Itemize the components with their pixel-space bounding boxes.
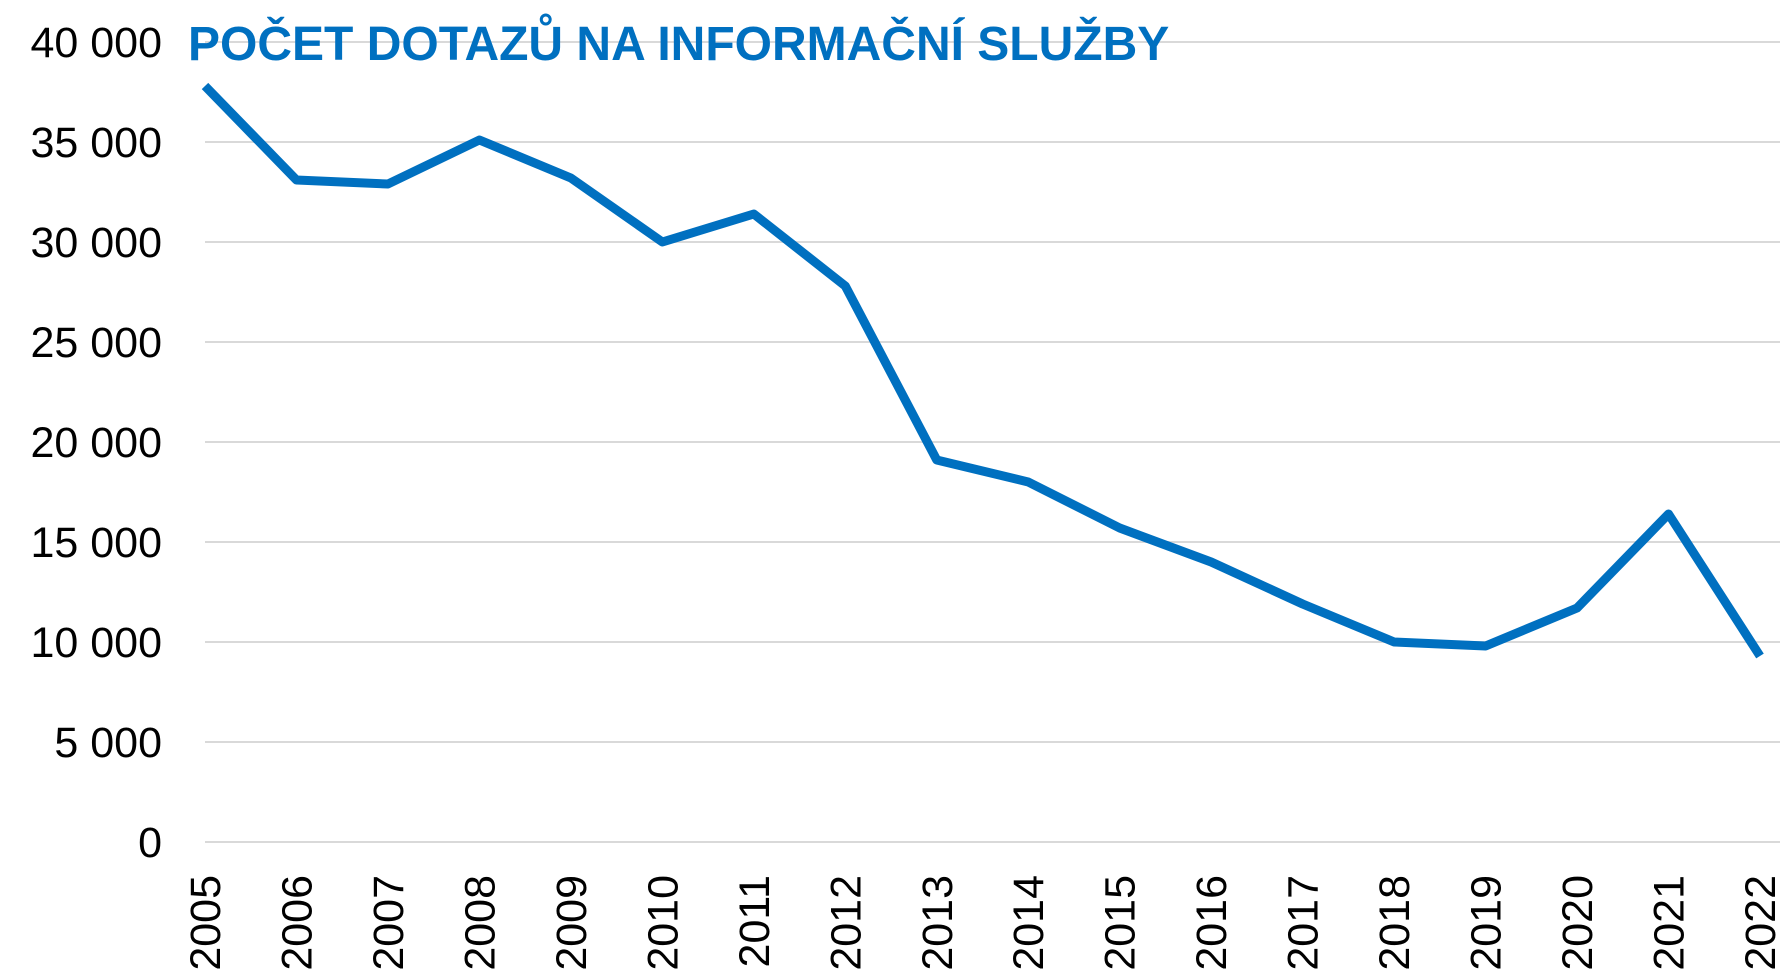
plot [201,82,1764,659]
x-tick-label: 2019 [1463,875,1511,971]
y-tick-label: 10 000 [30,619,162,667]
y-tick-label: 30 000 [30,219,162,267]
y-tick-label: 35 000 [30,119,162,167]
series-line [201,82,1764,659]
chart-title: POČET DOTAZŮ NA INFORMAČNÍ SLUŽBY [188,12,1169,71]
x-tick-label: 2005 [182,875,230,971]
y-tick-label: 0 [138,819,162,867]
x-tick-label: 2014 [1005,875,1053,971]
x-tick-label: 2006 [273,875,321,971]
x-tick-label: 2012 [822,875,870,971]
y-tick-label: 25 000 [30,319,162,367]
x-tick-label: 2010 [639,875,687,971]
x-tick-label: 2021 [1646,875,1694,971]
x-tick-label: 2015 [1097,875,1145,971]
y-tick-label: 20 000 [30,419,162,467]
y-tick-label: 40 000 [30,19,162,67]
x-tick-label: 2017 [1280,875,1328,971]
y-tick-label: 5 000 [54,719,162,767]
y-tick-label: 15 000 [30,519,162,567]
x-tick-label: 2011 [731,875,779,967]
x-tick-label: 2020 [1554,875,1602,971]
x-tick-label: 2008 [456,875,504,971]
x-tick-label: 2016 [1188,875,1236,971]
x-tick-label: 2013 [914,875,962,971]
grid [205,41,1780,843]
x-tick-label: 2009 [548,875,596,971]
x-tick-label: 2022 [1737,875,1782,971]
x-tick-label: 2007 [365,875,413,971]
x-tick-label: 2018 [1371,875,1419,971]
